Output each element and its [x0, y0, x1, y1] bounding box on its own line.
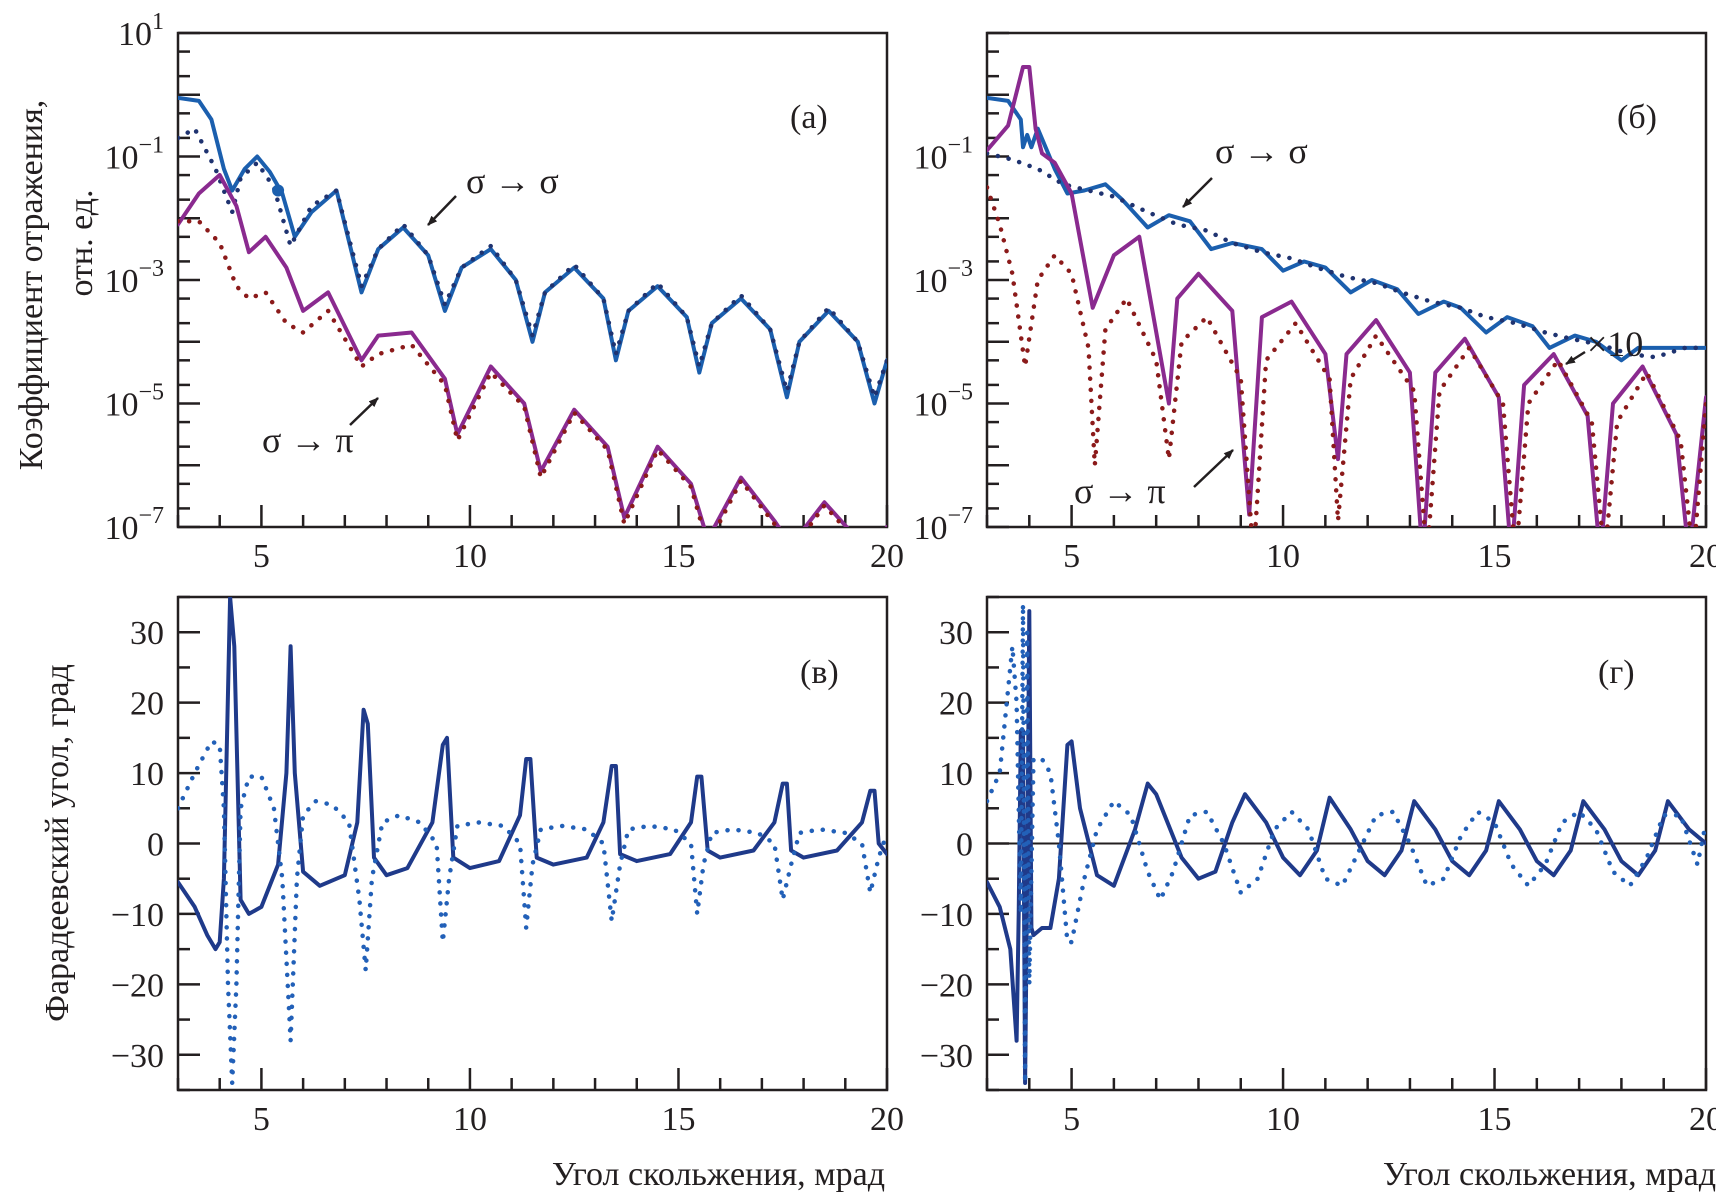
x-tick-label: 15 — [1478, 1101, 1512, 1138]
series-line-dotted-3 — [987, 185, 1706, 527]
y-axis-title-reflectivity: Коэффициент отражения, — [13, 100, 50, 470]
series-line-solid-2 — [178, 173, 887, 527]
x-tick-label: 20 — [1689, 1101, 1716, 1138]
series-group — [987, 601, 1706, 1086]
series-line-dotted-3 — [178, 219, 847, 527]
series-line-solid-0 — [987, 95, 1706, 363]
panel-b: 5 10 15 20 10−1 10−3 10−5 10−7 — [913, 31, 1716, 575]
panel-label-g: (г) — [1598, 654, 1635, 691]
x-axis-title-right: Угол скольжения, мрад — [1383, 1156, 1716, 1193]
x-tick-label: 10 — [1266, 538, 1300, 575]
y-tick-label: 10 — [939, 756, 973, 793]
panel-a: 5 10 15 20 101 10−1 10−3 10−5 10−7 — [104, 9, 904, 575]
series-line-solid-0 — [178, 597, 887, 952]
x-tick-label: 5 — [253, 1101, 270, 1138]
y-tick-label: 10−1 — [104, 133, 164, 177]
y-axis-title-faraday: Фарадеевский угол, град — [39, 664, 76, 1022]
series-group — [178, 597, 887, 1086]
y-tick-label: 0 — [956, 827, 973, 864]
y-tick-label: 10 — [130, 756, 164, 793]
x-tick-label: 10 — [1266, 1101, 1300, 1138]
y-tick-label: 10−7 — [913, 503, 973, 547]
annotation-sigma-sigma-b: σ → σ — [1215, 131, 1308, 171]
y-tick-label: 20 — [130, 686, 164, 723]
y-tick-label: 10−5 — [913, 380, 973, 424]
y-tick-label: 30 — [130, 615, 164, 652]
y-tick-label: 0 — [147, 827, 164, 864]
y-tick-label: 10−3 — [913, 256, 973, 300]
series-group — [987, 65, 1706, 527]
series-line-dotted-1 — [987, 601, 1706, 1086]
annotation-sigma-pi-a: σ → π — [262, 420, 354, 460]
y-tick-label: −20 — [111, 967, 164, 1004]
series-line-solid-2 — [987, 65, 1706, 527]
x-tick-label: 5 — [1063, 1101, 1080, 1138]
y-tick-label: 10−1 — [913, 133, 973, 177]
x-tick-label: 5 — [253, 538, 270, 575]
y-tick-label: 20 — [939, 686, 973, 723]
series-group — [178, 95, 887, 527]
annotation-arrow-sigma-sigma-b — [1182, 177, 1213, 208]
annotation-sigma-sigma-a: σ → σ — [466, 161, 559, 201]
panel-label-a: (а) — [790, 99, 828, 136]
y-tick-label: 30 — [939, 615, 973, 652]
annotation-arrow-times10-b — [1565, 350, 1586, 366]
x-axis-title-left: Угол скольжения, мрад — [552, 1156, 885, 1193]
y-tick-label: −20 — [920, 967, 973, 1004]
y-tick-label: −30 — [111, 1038, 164, 1075]
y-tick-label: −10 — [920, 897, 973, 934]
x-tick-label: 15 — [1478, 538, 1512, 575]
y-tick-label: 10−7 — [104, 503, 164, 547]
x-tick-label: 20 — [870, 1101, 904, 1138]
panel-g: 5 10 15 20 30 20 10 0 −10 −20 −30 — [920, 595, 1716, 1138]
series-line-dotted-1 — [178, 126, 887, 400]
x-tick-label: 10 — [453, 538, 487, 575]
x-tick-label: 20 — [870, 538, 904, 575]
x-tick-label: 10 — [453, 1101, 487, 1138]
y-tick-label: 101 — [118, 9, 164, 53]
data-marker — [272, 184, 285, 197]
y-tick-label: 10−3 — [104, 256, 164, 300]
annotation-arrow-sigma-pi-a — [349, 397, 379, 426]
y-tick-label: −30 — [920, 1038, 973, 1075]
annotation-sigma-pi-b: σ → π — [1074, 471, 1166, 511]
panel-label-b: (б) — [1617, 99, 1657, 136]
x-tick-label: 5 — [1063, 538, 1080, 575]
x-tick-label: 20 — [1689, 538, 1716, 575]
annotation-arrow-sigma-pi-b — [1193, 449, 1234, 488]
x-tick-label: 15 — [661, 1101, 695, 1138]
series-line-dotted-1 — [178, 739, 887, 1086]
panel-v: 5 10 15 20 30 20 10 0 −10 −20 −30 — [111, 595, 904, 1138]
y-tick-label: 10−5 — [104, 380, 164, 424]
annotation-times10-b: ×10 — [1587, 324, 1643, 364]
panel-label-v: (в) — [800, 654, 839, 691]
x-tick-label: 15 — [661, 538, 695, 575]
annotation-arrow-sigma-sigma-a — [427, 195, 457, 226]
series-line-solid-0 — [178, 95, 887, 406]
y-tick-label: −10 — [111, 897, 164, 934]
plot-frame — [176, 595, 889, 1092]
series-line-solid-0 — [987, 609, 1706, 1085]
y-axis-title-reflectivity-units: отн. ед. — [63, 189, 100, 296]
